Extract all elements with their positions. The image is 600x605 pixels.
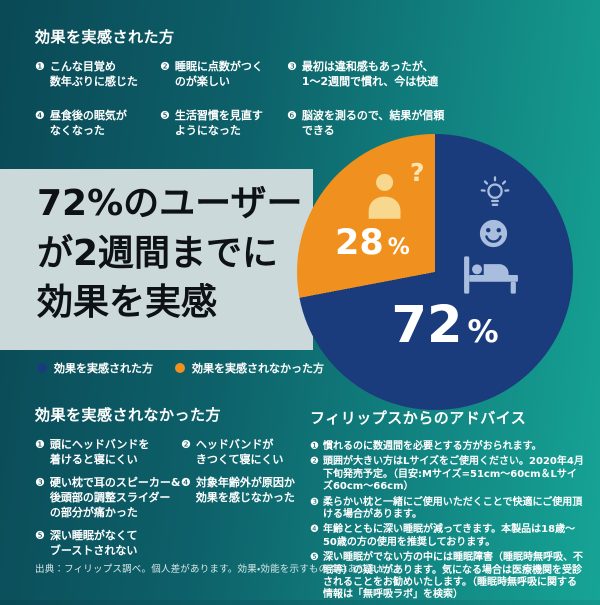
positive-section-title: 効果を実感された方 — [35, 26, 575, 47]
item-number-badge: ❺ — [35, 529, 45, 544]
advice-section-title: フィリップスからのアドバイス — [310, 407, 584, 428]
positive-item-1: ❶ こんな目覚め 数年ぶりに感じた — [35, 60, 160, 89]
item-number-badge: ❹ — [310, 524, 319, 536]
advice-item-1: ❶ 慣れるのに数週間を必要とする方がおられます。 — [310, 441, 584, 453]
negative-item-text: ヘッドバンドが きつくて寝にくい — [196, 438, 283, 467]
negative-item-text: 硬い枕で耳のスピーカー& 後頭部の調整スライダー の部分が痛かった — [50, 476, 181, 520]
positive-item-text: こんな目覚め 数年ぶりに感じた — [50, 60, 138, 89]
positive-item-4: ❹ 昼食後の眠気が なくなった — [35, 109, 160, 138]
person-icon — [365, 171, 411, 221]
positive-item-3: ❸ 最初は違和感もあったが、 1〜2週間で慣れ、今は快適 — [287, 60, 487, 89]
headline-panel: 72%のユーザー が2週間までに 効果を実感 — [0, 169, 313, 350]
negative-item-4: ❹ 対象年齢外が原因か 効果を感じなかった — [181, 476, 315, 520]
legend-label-negative: 効果を実感されなかった方 — [192, 360, 324, 376]
advice-item-text: 年齢とともに深い睡眠が減ってきます。本製品は18歳〜50歳の方の使用を推奨してお… — [323, 524, 584, 549]
pie-value-72: 72 — [391, 296, 462, 355]
item-number-badge: ❷ — [181, 438, 191, 453]
positive-item-text: 最初は違和感もあったが、 1〜2週間で慣れ、今は快適 — [302, 60, 438, 89]
item-number-badge: ❶ — [310, 441, 319, 453]
pie-value-28: 28 — [335, 223, 384, 263]
item-number-badge: ❷ — [310, 456, 319, 468]
legend-item-negative: 効果を実感されなかった方 — [175, 360, 324, 376]
pie-legend: 効果を実感された方 効果を実感されなかった方 — [37, 360, 324, 376]
headline-text: 72%のユーザー が2週間までに 効果を実感 — [37, 179, 302, 328]
advice-item-5: ❺ 深い睡眠がでない方の中には睡眠障害（睡眠時無呼吸、不眠等）の疑いがあります。… — [310, 552, 584, 602]
negative-item-1: ❶ 頭にヘッドバンドを 着けると寝にくい — [35, 438, 181, 467]
negative-item-2: ❷ ヘッドバンドが きつくて寝にくい — [181, 438, 315, 467]
item-number-badge: ❷ — [160, 60, 170, 75]
advice-section: フィリップスからのアドバイス ❶ 慣れるのに数週間を必要とする方がおられます。 … — [310, 407, 584, 605]
legend-dot-navy-icon — [37, 363, 47, 373]
advice-item-text: 深い睡眠がでない方の中には睡眠障害（睡眠時無呼吸、不眠等）の疑いがあります。気に… — [323, 552, 584, 602]
item-number-badge: ❸ — [310, 497, 319, 509]
item-number-badge: ❶ — [35, 438, 45, 453]
item-number-badge: ❹ — [181, 476, 191, 491]
positive-item-text: 昼食後の眠気が なくなった — [50, 109, 127, 138]
advice-item-text: 頭囲が大きい方はLサイズをご使用ください。2020年4月下旬発売予定。（目安:M… — [323, 456, 584, 493]
question-mark-icon: ? — [410, 160, 425, 185]
negative-item-text: 頭にヘッドバンドを 着けると寝にくい — [50, 438, 150, 467]
positive-item-5: ❺ 生活習慣を見直す ようになった — [160, 109, 287, 138]
legend-dot-orange-icon — [175, 363, 185, 373]
legend-item-positive: 効果を実感された方 — [37, 360, 153, 376]
positive-item-text: 生活習慣を見直す ようになった — [175, 109, 263, 138]
item-number-badge: ❹ — [35, 109, 45, 124]
item-number-badge: ❸ — [287, 60, 297, 75]
negative-item-5: ❺ 深い睡眠がなくて ブーストされない — [35, 529, 181, 558]
lightbulb-icon — [478, 174, 512, 212]
negative-section-title: 効果を実感されなかった方 — [35, 404, 320, 425]
positive-feedback-section: 効果を実感された方 ❶ こんな目覚め 数年ぶりに感じた ❷ 睡眠に点数がつく の… — [35, 26, 575, 139]
negative-item-text: 対象年齢外が原因か 効果を感じなかった — [196, 476, 295, 505]
positive-feedback-grid: ❶ こんな目覚め 数年ぶりに感じた ❷ 睡眠に点数がつく のが楽しい ❸ 最初は… — [35, 60, 575, 139]
advice-item-4: ❹ 年齢とともに深い睡眠が減ってきます。本製品は18歳〜50歳の方の使用を推奨し… — [310, 524, 584, 549]
advice-item-text: 慣れるのに数週間を必要とする方がおられます。 — [323, 441, 542, 453]
advice-item-3: ❸ 柔らかい枕と一緒にご使用いただくことで快適にご使用頂ける場合があります。 — [310, 497, 584, 522]
source-note: 出典：フィリップス調べ。個人差があります。効果・効能を示すものではありません。 — [35, 561, 595, 575]
pie-label-72: 72% — [375, 300, 515, 351]
advice-item-text: 柔らかい枕と一緒にご使用いただくことで快適にご使用頂ける場合があります。 — [323, 497, 584, 522]
item-number-badge: ❶ — [35, 60, 45, 75]
pie-chart: ? 28% 72% — [297, 134, 573, 410]
negative-item-text: 深い睡眠がなくて ブーストされない — [50, 529, 138, 558]
item-number-badge: ❸ — [35, 476, 45, 491]
item-number-badge: ❺ — [160, 109, 170, 124]
negative-feedback-section: 効果を実感されなかった方 ❶ 頭にヘッドバンドを 着けると寝にくい ❷ ヘッドバ… — [35, 404, 320, 558]
pie-unit-28: % — [388, 235, 410, 260]
negative-feedback-grid: ❶ 頭にヘッドバンドを 着けると寝にくい ❷ ヘッドバンドが きつくて寝にくい … — [35, 438, 320, 558]
advice-item-2: ❷ 頭囲が大きい方はLサイズをご使用ください。2020年4月下旬発売予定。（目安… — [310, 456, 584, 493]
positive-item-6: ❻ 脳波を測るので、結果が信頼 できる — [287, 109, 487, 138]
item-number-badge: ❻ — [287, 109, 297, 124]
positive-item-text: 睡眠に点数がつく のが楽しい — [175, 60, 263, 89]
smiley-face-icon — [476, 216, 511, 251]
bed-icon — [462, 254, 520, 296]
pie-label-28: 28% — [335, 226, 410, 261]
negative-item-3: ❸ 硬い枕で耳のスピーカー& 後頭部の調整スライダー の部分が痛かった — [35, 476, 181, 520]
positive-item-2: ❷ 睡眠に点数がつく のが楽しい — [160, 60, 287, 89]
pie-unit-72: % — [467, 314, 498, 350]
legend-label-positive: 効果を実感された方 — [54, 360, 153, 376]
